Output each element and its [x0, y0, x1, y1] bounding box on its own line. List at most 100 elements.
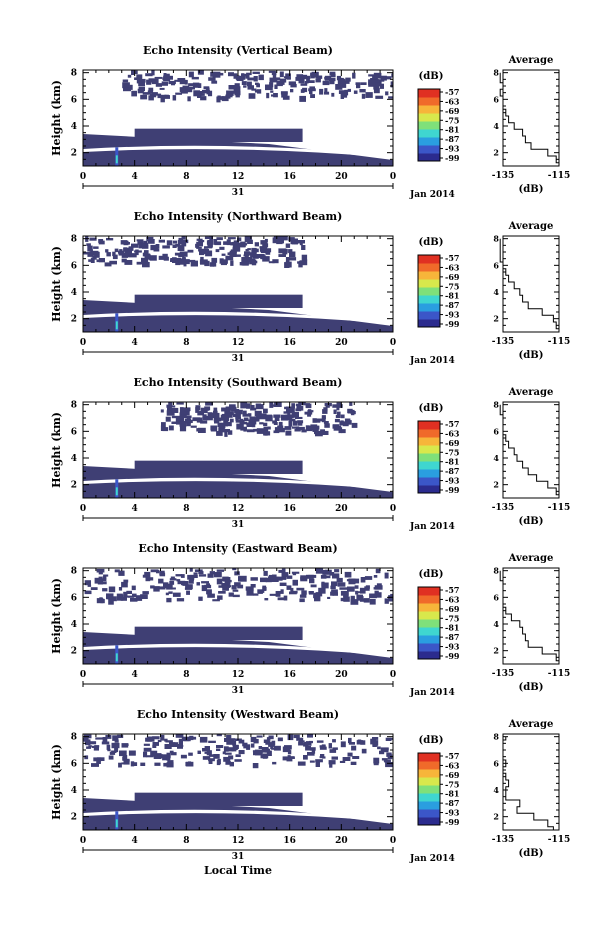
- upper-echo-cell: [296, 74, 304, 80]
- upper-echo-cell: [281, 92, 288, 98]
- upper-echo-cell: [87, 245, 93, 252]
- upper-echo-cell: [281, 236, 288, 241]
- upper-echo-cell: [306, 741, 311, 746]
- upper-echo-cell: [189, 568, 193, 572]
- date-label: Jan 2014: [409, 356, 455, 366]
- upper-echo-cell: [322, 80, 329, 85]
- upper-echo-cell: [172, 592, 181, 597]
- upper-echo-cell: [134, 70, 138, 75]
- average-profile-line: [502, 736, 554, 830]
- upper-echo-cell: [225, 255, 234, 261]
- x-tick-label: 20: [335, 836, 348, 846]
- upper-echo-cell: [300, 89, 305, 93]
- upper-echo-cell: [93, 757, 102, 762]
- upper-echo-cell: [243, 410, 247, 417]
- colorbar-tick-label: -75: [445, 779, 459, 789]
- x-tick-label: 0: [390, 836, 396, 846]
- upper-echo-cell: [301, 429, 307, 433]
- upper-echo-cell: [247, 248, 251, 251]
- upper-echo-cell: [305, 403, 312, 409]
- upper-echo-cell: [328, 743, 332, 749]
- upper-echo-cell: [278, 569, 284, 573]
- upper-echo-cell: [289, 251, 296, 257]
- colorbar-swatch: [418, 263, 440, 272]
- upper-echo-cell: [92, 256, 96, 259]
- upper-echo-cell: [340, 420, 344, 426]
- upper-echo-cell: [265, 414, 273, 418]
- upper-echo-cell: [294, 241, 298, 245]
- y-axis-label: Height (km): [50, 80, 63, 156]
- x-tick-label: 8: [183, 670, 189, 680]
- upper-echo-cell: [182, 259, 190, 265]
- upper-echo-cell: [165, 73, 170, 80]
- upper-echo-cell: [332, 739, 336, 743]
- upper-echo-cell: [278, 427, 285, 433]
- upper-echo-cell: [138, 81, 145, 87]
- upper-echo-cell: [174, 252, 181, 256]
- colorbar-swatch: [418, 461, 440, 470]
- upper-echo-cell: [304, 411, 313, 415]
- upper-echo-cell: [98, 239, 104, 243]
- avg-x-label: (dB): [519, 184, 544, 195]
- upper-echo-cell: [309, 740, 313, 744]
- colorbar-swatch: [418, 89, 440, 98]
- upper-echo-cell: [344, 89, 349, 96]
- upper-echo-cell: [182, 85, 190, 89]
- echo-streak-core: [115, 819, 118, 828]
- upper-echo-cell: [220, 259, 227, 266]
- upper-echo-cell: [217, 595, 223, 600]
- upper-echo-cell: [284, 426, 292, 430]
- upper-echo-cell: [300, 575, 308, 580]
- upper-echo-cell: [171, 407, 179, 413]
- upper-echo-cell: [305, 746, 311, 751]
- upper-echo-cell: [297, 761, 306, 766]
- upper-echo-cell: [213, 239, 218, 245]
- upper-echo-cell: [139, 78, 146, 83]
- upper-echo-cell: [287, 734, 294, 741]
- upper-echo-cell: [118, 570, 125, 576]
- upper-echo-cell: [150, 569, 159, 573]
- layer-gap: [83, 311, 393, 324]
- upper-echo-cell: [190, 425, 197, 428]
- upper-echo-cell: [184, 87, 193, 93]
- colorbar-swatch: [418, 113, 440, 122]
- upper-echo-cell: [341, 93, 348, 98]
- upper-echo-cell: [292, 579, 298, 586]
- layer-gap: [83, 809, 393, 822]
- upper-echo-cell: [333, 409, 337, 414]
- upper-echo-cell: [107, 749, 111, 752]
- colorbar-swatch: [418, 477, 440, 486]
- y-axis-label: Height (km): [50, 246, 63, 322]
- x-tick-label: 16: [283, 172, 296, 182]
- upper-echo-cell: [204, 246, 208, 249]
- colorbar-tick-label: -69: [445, 604, 460, 614]
- upper-echo-cell: [197, 93, 205, 96]
- upper-echo-cell: [213, 407, 218, 413]
- upper-echo-cell: [147, 239, 155, 244]
- upper-echo-cell: [316, 418, 324, 422]
- upper-echo-cell: [131, 70, 135, 75]
- upper-echo-cell: [328, 77, 336, 82]
- upper-echo-cell: [328, 760, 336, 765]
- mid-echo-block: [134, 128, 303, 142]
- upper-echo-cell: [299, 95, 306, 102]
- upper-echo-cell: [392, 89, 393, 93]
- upper-echo-cell: [228, 755, 234, 760]
- upper-echo-cell: [237, 237, 242, 242]
- upper-echo-cell: [202, 748, 210, 752]
- upper-echo-cell: [232, 594, 240, 598]
- upper-echo-cell: [250, 736, 257, 743]
- upper-echo-cell: [158, 239, 165, 243]
- upper-echo-cell: [134, 77, 140, 80]
- upper-echo-cell: [180, 574, 185, 578]
- upper-echo-cell: [112, 251, 116, 257]
- upper-echo-cell: [298, 426, 305, 431]
- upper-echo-cell: [385, 91, 389, 96]
- upper-echo-cell: [314, 428, 319, 435]
- upper-echo-cell: [260, 240, 268, 245]
- upper-echo-cell: [296, 587, 305, 591]
- upper-echo-cell: [196, 428, 204, 432]
- x-tick-label: 8: [183, 836, 189, 846]
- upper-echo-cell: [296, 737, 304, 741]
- upper-echo-cell: [217, 422, 225, 428]
